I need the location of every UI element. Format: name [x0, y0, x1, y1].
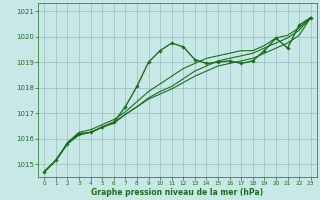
X-axis label: Graphe pression niveau de la mer (hPa): Graphe pression niveau de la mer (hPa) [92, 188, 264, 197]
